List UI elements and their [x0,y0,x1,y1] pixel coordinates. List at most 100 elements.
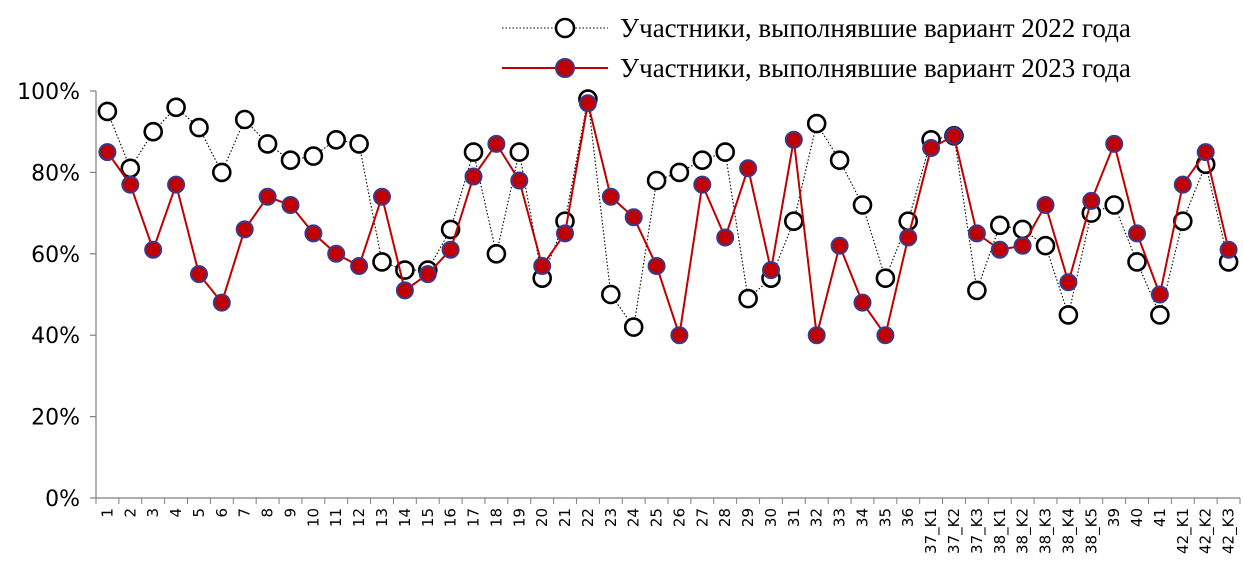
series-1-point [120,158,141,179]
series-2-point [167,175,186,194]
x-tick-label: 17 [465,508,483,527]
x-tick-label: 35 [876,508,894,527]
series-1-point [1104,195,1124,215]
x-tick-label: 27 [693,508,711,527]
series-2-point [693,175,712,194]
series-1-point [646,170,667,191]
series-2-point [1150,285,1169,304]
series-2-point [922,139,941,157]
legend-item-2: Участники, выполнявшие вариант 2023 года [502,53,1131,83]
series-2-point [853,293,872,312]
legend-marker [554,17,576,39]
series-1-point [669,162,690,183]
series-2-point [1036,196,1055,214]
x-tick-label: 24 [625,508,643,527]
series-1-point [715,142,736,162]
legend: Участники, выполнявшие вариант 2022 года… [502,13,1131,83]
x-tick-label: 30 [762,508,780,527]
series-2-point [487,134,506,153]
series-2-point [373,187,391,206]
series-2-point [510,171,529,190]
y-tick-label: 100% [17,80,80,105]
series-2-point [624,208,643,227]
series-1-point [623,317,644,337]
y-tick-label: 80% [31,161,80,186]
series-1-point [1127,252,1147,272]
x-tick-label: 42_K2 [1197,508,1216,554]
x-tick-label: 9 [281,508,299,518]
series-1-point [989,215,1010,236]
x-tick-label: 6 [213,508,231,518]
series-2-point [762,261,780,280]
series-2-point [578,94,597,113]
x-tick-label: 37_K1 [922,508,941,554]
series-2-point [784,130,803,149]
series-1-point [234,109,255,130]
series-2-point [1219,240,1238,259]
y-tick-label: 40% [31,324,80,349]
series-2-point [441,240,460,259]
series-1-point [189,117,209,138]
x-tick-label: 16 [442,508,460,527]
x-tick-label: 23 [602,508,620,527]
series-1-point [852,195,873,215]
series-2-point [98,143,117,162]
x-tick-label: 38_K3 [1037,508,1056,554]
series-2-point [418,265,437,284]
x-tick-label: 7 [236,508,254,518]
x-tick-label: 19 [510,508,528,527]
series-2-point [327,244,346,263]
series-2-point [830,236,849,255]
series-1-point [692,150,713,170]
x-tick-label: 34 [853,508,871,527]
x-tick-label: 3 [144,508,162,518]
series-2-point [190,265,208,284]
series-2-point [304,224,323,243]
legend-label: Участники, выполнявшие вариант 2023 года [620,53,1131,83]
series-2-point [807,326,826,345]
y-tick-label: 60% [31,243,80,268]
x-tick-label: 38_K4 [1059,508,1078,554]
x-tick-label: 22 [579,508,597,527]
series-1-point [463,142,484,162]
x-tick-label: 36 [899,508,917,527]
series-2-point [990,240,1009,259]
series-2-point [395,281,414,300]
series-2-point [876,326,895,345]
series-1-point [509,142,530,162]
x-tick-label: 26 [670,508,688,527]
series-2-point [556,224,574,243]
series-2-point [1013,236,1032,255]
series-1-point [600,284,621,305]
x-tick-label: 38_K2 [1014,508,1033,554]
series-2-line [106,102,1230,338]
series-2-point [144,240,163,259]
series-2-point [1059,273,1078,292]
series-2-point [670,326,689,345]
series-2-point [258,187,277,206]
x-tick-label: 41 [1151,508,1169,527]
series-1-point [166,97,186,118]
series-2-point [1128,224,1146,243]
series-2-point [967,224,986,243]
series-1-point [806,113,827,134]
legend-label: Участники, выполнявшие вариант 2022 года [620,13,1131,43]
x-tick-label: 1 [98,508,116,518]
x-tick-label: 11 [327,508,345,527]
series-1-point [280,150,301,170]
x-tick-label: 14 [396,508,414,527]
series-1-point [1035,235,1056,256]
legend-item-1: Участники, выполнявшие вариант 2022 года [502,13,1131,43]
series-1-point [967,280,987,301]
series-1-point [143,121,163,142]
series-2-point [235,220,254,239]
series-1-point [738,288,758,309]
x-tick-label: 29 [739,508,757,527]
series-1-point [1150,305,1170,325]
x-tick-label: 40 [1128,508,1146,527]
y-tick-label: 20% [31,406,80,431]
series-1-line [106,98,1230,329]
series-2-point [212,293,231,312]
x-tick-label: 37_K3 [968,508,987,554]
